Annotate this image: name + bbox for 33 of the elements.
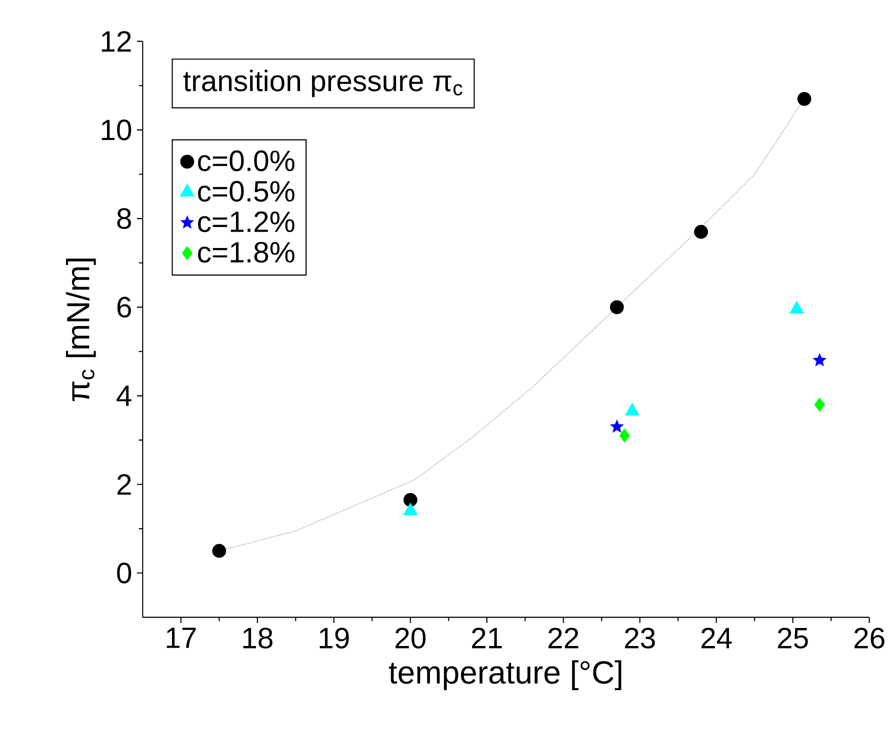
x-tick-label: 18 (243, 628, 272, 649)
point (814, 398, 825, 412)
legend-title: transition pressure π$_{c}$ (183, 70, 462, 98)
point (797, 92, 812, 106)
legend-label: c=1.2% (198, 212, 294, 232)
point (619, 428, 630, 443)
x-tick-label: 25 (778, 628, 808, 649)
point (694, 225, 708, 239)
y-tick-label: 10 (102, 120, 132, 141)
legend-label: c=0.5% (198, 181, 294, 202)
x-tick-label: 17 (166, 628, 196, 648)
x-axis-title: temperature [°C] (388, 660, 622, 690)
x-tick-label: 20 (396, 628, 426, 649)
legend-label: c=0.0% (198, 150, 294, 172)
x-tick-label: 21 (472, 628, 502, 648)
y-tick-label: 8 (117, 208, 131, 230)
point (610, 420, 624, 433)
x-tick-label: 26 (854, 628, 884, 649)
legend-label: c=1.8% (198, 242, 294, 263)
y-tick-label: 6 (117, 296, 131, 318)
y-tick-label: 4 (116, 386, 132, 406)
x-tick-label: 23 (625, 628, 655, 649)
point (610, 300, 624, 314)
point (403, 493, 418, 508)
point (812, 354, 826, 366)
x-tick-label: 24 (702, 628, 732, 648)
y-tick-label: 2 (117, 474, 131, 495)
y-tick-label: 0 (117, 562, 132, 584)
x-tick-label: 22 (548, 628, 578, 648)
y-tick-label: 12 (102, 31, 131, 52)
point (212, 544, 226, 558)
x-tick-label: 19 (320, 628, 349, 649)
y-axis-title: π$_{c}$ [mN/m] (66, 258, 96, 402)
